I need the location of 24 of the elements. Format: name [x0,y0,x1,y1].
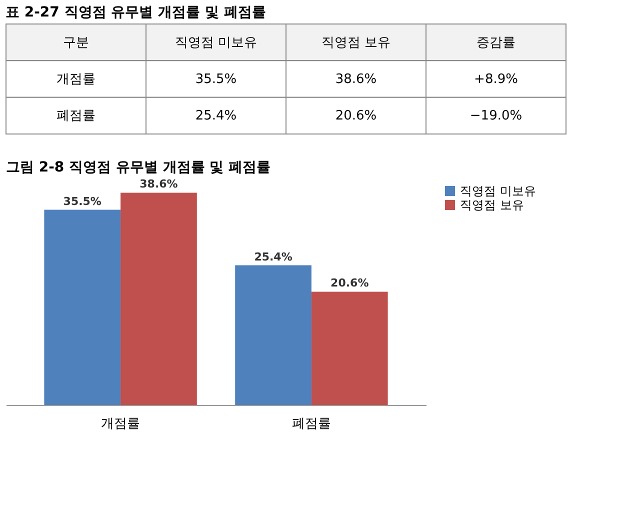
text: 직영점 미보유 [174,35,258,50]
text: 25.4% [195,108,237,124]
data-label: 25.4% [254,250,292,264]
bar [311,292,388,405]
bar [44,210,121,405]
text: 직영점 보유 [321,35,391,50]
text: 38.6% [335,72,377,87]
text: 구분 [63,35,89,50]
data-label: 38.6% [140,178,178,191]
text: −19.0% [470,108,522,124]
legend-label: 직영점 미보유 [460,184,536,198]
text: 폐점률 [56,108,96,124]
chart-title: 그림 2-8 직영점 유무별 개점률 및 폐점률 [6,160,271,176]
legend-label: 직영점 보유 [460,198,524,212]
text: +8.9% [474,72,518,87]
data-label: 20.6% [330,276,369,290]
data-label: 35.5% [63,194,102,208]
text: 35.5% [195,72,237,87]
text: 증감률 [476,35,516,50]
text: 20.6% [335,108,377,124]
text: 개점률 [56,72,96,87]
text: 표 2-27 직영점 유무별 개점률 및 폐점률 [6,4,266,20]
bar [235,265,312,405]
bar [120,192,197,405]
